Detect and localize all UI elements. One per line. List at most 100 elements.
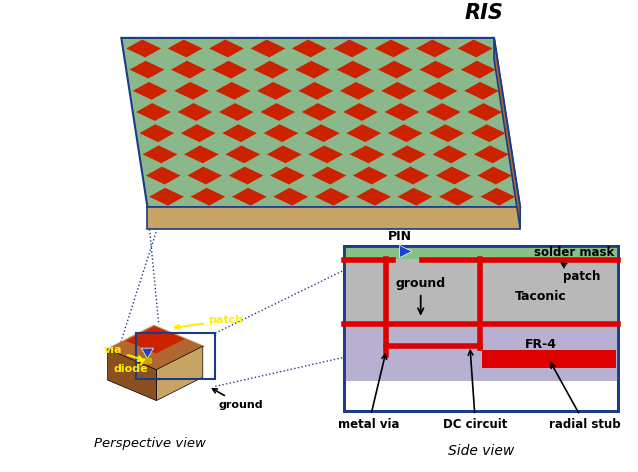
Bar	[482, 350, 616, 368]
Polygon shape	[143, 145, 177, 163]
Polygon shape	[139, 124, 174, 142]
Polygon shape	[143, 358, 152, 364]
Polygon shape	[423, 82, 457, 100]
Text: PIN: PIN	[387, 230, 412, 243]
Polygon shape	[350, 145, 385, 163]
Polygon shape	[391, 145, 426, 163]
Text: radial stub: radial stub	[549, 363, 621, 431]
Text: solder mask: solder mask	[534, 246, 614, 259]
Polygon shape	[105, 325, 205, 371]
Polygon shape	[142, 348, 154, 359]
Text: ground: ground	[396, 277, 446, 290]
Text: metal via: metal via	[338, 354, 399, 431]
Polygon shape	[340, 82, 375, 100]
Polygon shape	[436, 167, 471, 185]
Polygon shape	[212, 61, 247, 78]
Polygon shape	[299, 82, 333, 100]
Polygon shape	[464, 82, 499, 100]
Polygon shape	[177, 103, 212, 121]
Polygon shape	[188, 167, 222, 185]
Polygon shape	[181, 124, 216, 142]
Bar	[344, 246, 618, 411]
Polygon shape	[121, 38, 520, 207]
Polygon shape	[168, 40, 202, 58]
Polygon shape	[251, 40, 285, 58]
Polygon shape	[270, 167, 305, 185]
Bar	[344, 259, 618, 324]
Polygon shape	[468, 103, 502, 121]
Polygon shape	[457, 40, 493, 58]
Polygon shape	[382, 82, 416, 100]
Polygon shape	[337, 61, 371, 78]
Polygon shape	[333, 40, 368, 58]
Polygon shape	[146, 167, 181, 185]
Polygon shape	[108, 326, 203, 370]
Polygon shape	[474, 145, 508, 163]
Polygon shape	[461, 61, 496, 78]
Polygon shape	[108, 326, 203, 370]
Polygon shape	[378, 61, 413, 78]
Polygon shape	[225, 145, 260, 163]
Polygon shape	[426, 103, 461, 121]
Polygon shape	[311, 167, 346, 185]
Text: Side view: Side view	[448, 444, 514, 457]
Polygon shape	[147, 207, 520, 228]
Polygon shape	[305, 124, 340, 142]
Polygon shape	[394, 167, 429, 185]
Bar	[344, 246, 618, 411]
Polygon shape	[397, 188, 433, 206]
Polygon shape	[343, 103, 378, 121]
Polygon shape	[292, 40, 327, 58]
Polygon shape	[480, 188, 516, 206]
Polygon shape	[156, 346, 203, 401]
Bar	[344, 324, 618, 380]
Text: diode: diode	[114, 360, 148, 374]
Text: patch: patch	[561, 263, 600, 283]
Polygon shape	[219, 103, 254, 121]
Text: Taconic: Taconic	[516, 290, 567, 303]
Text: DC circuit: DC circuit	[443, 350, 508, 431]
Polygon shape	[174, 82, 209, 100]
Polygon shape	[136, 103, 171, 121]
Polygon shape	[263, 124, 299, 142]
Polygon shape	[356, 188, 391, 206]
Polygon shape	[254, 61, 288, 78]
Polygon shape	[494, 38, 520, 228]
Bar	[344, 246, 618, 259]
Polygon shape	[171, 61, 205, 78]
Polygon shape	[191, 188, 225, 206]
Polygon shape	[433, 145, 467, 163]
Text: via: via	[104, 346, 143, 361]
Text: FR-4: FR-4	[525, 337, 557, 351]
Polygon shape	[126, 326, 185, 354]
Polygon shape	[315, 188, 350, 206]
Text: RIS: RIS	[465, 3, 504, 24]
Polygon shape	[133, 82, 168, 100]
Polygon shape	[477, 167, 512, 185]
Polygon shape	[375, 40, 410, 58]
Polygon shape	[274, 188, 308, 206]
Polygon shape	[130, 61, 165, 78]
Polygon shape	[399, 245, 412, 258]
Polygon shape	[295, 61, 330, 78]
Polygon shape	[209, 40, 244, 58]
Text: patch: patch	[175, 315, 244, 329]
Polygon shape	[419, 61, 454, 78]
Polygon shape	[126, 40, 161, 58]
Polygon shape	[260, 103, 295, 121]
Polygon shape	[388, 124, 422, 142]
Polygon shape	[228, 167, 263, 185]
Polygon shape	[108, 349, 156, 401]
Polygon shape	[439, 188, 474, 206]
Polygon shape	[471, 124, 505, 142]
Polygon shape	[302, 103, 336, 121]
Polygon shape	[346, 124, 381, 142]
Polygon shape	[216, 82, 251, 100]
Polygon shape	[232, 188, 267, 206]
Polygon shape	[308, 145, 343, 163]
Text: Perspective view: Perspective view	[94, 437, 206, 450]
Text: ground: ground	[212, 389, 263, 410]
Polygon shape	[257, 82, 292, 100]
Polygon shape	[416, 40, 451, 58]
Polygon shape	[184, 145, 219, 163]
